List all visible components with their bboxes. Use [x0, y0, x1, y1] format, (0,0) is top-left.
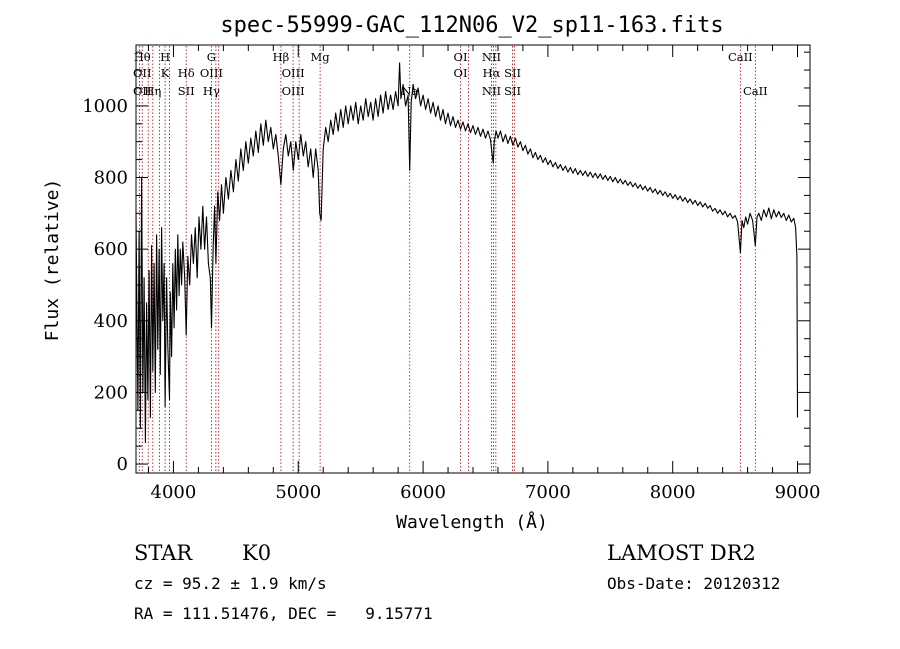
line-label: OIII	[200, 66, 223, 80]
line-label: NII	[482, 50, 501, 64]
line-label: Hη	[144, 84, 161, 98]
line-label: OIII	[282, 66, 305, 80]
line-label: G	[207, 50, 216, 64]
y-tick-label: 800	[94, 168, 128, 189]
line-label: Hδ	[178, 66, 195, 80]
line-label: K	[161, 66, 170, 80]
x-tick-label: 9000	[775, 482, 821, 503]
y-tick-label: 400	[94, 311, 128, 332]
plot-frame	[135, 44, 811, 474]
line-label: SII	[504, 66, 521, 80]
line-label: CaII	[728, 50, 753, 64]
line-label: Hβ	[273, 50, 290, 64]
y-tick-label: 1000	[82, 96, 128, 117]
line-label: CaII	[743, 84, 768, 98]
chart-title: spec-55999-GAC_112N06_V2_sp11-163.fits	[220, 13, 723, 38]
line-label: OIII	[282, 84, 305, 98]
y-axis-label: Flux (relative)	[42, 179, 63, 342]
coordinates: RA = 111.51476, DEC = 9.15771	[134, 604, 433, 623]
y-tick-label: 0	[117, 454, 128, 475]
y-tick-label: 600	[94, 239, 128, 260]
line-label: Hθ	[134, 50, 151, 64]
survey-name: LAMOST DR2	[607, 541, 756, 565]
line-label: Hγ	[203, 84, 220, 98]
object-class: STAR	[134, 541, 193, 565]
x-tick-label: 6000	[400, 482, 446, 503]
y-ticks: 0 200 400 600 800 1000	[82, 51, 810, 475]
y-tick-label: 200	[94, 382, 128, 403]
line-label: OII	[133, 66, 152, 80]
x-tick-label: 8000	[650, 482, 696, 503]
x-tick-label: 5000	[275, 482, 321, 503]
x-axis-label: Wavelength (Å)	[396, 511, 548, 533]
redshift-cz: cz = 95.2 ± 1.9 km/s	[134, 574, 327, 593]
x-tick-label: 4000	[151, 482, 197, 503]
x-ticks: 4000 5000 6000 7000 8000 9000	[147, 45, 821, 503]
line-label: Hα	[483, 66, 501, 80]
line-label: SII	[504, 84, 521, 98]
line-label: Mg	[311, 50, 331, 64]
line-label: NII	[482, 84, 501, 98]
line-label: H	[160, 50, 170, 64]
spectrum-line	[135, 62, 799, 444]
line-label: OI	[454, 50, 468, 64]
marker-lines	[138, 46, 756, 472]
observation-date: Obs-Date: 20120312	[607, 574, 780, 593]
x-tick-label: 7000	[525, 482, 571, 503]
line-label: SII	[178, 84, 195, 98]
line-label: OI	[454, 66, 468, 80]
object-subclass: K0	[242, 541, 271, 565]
